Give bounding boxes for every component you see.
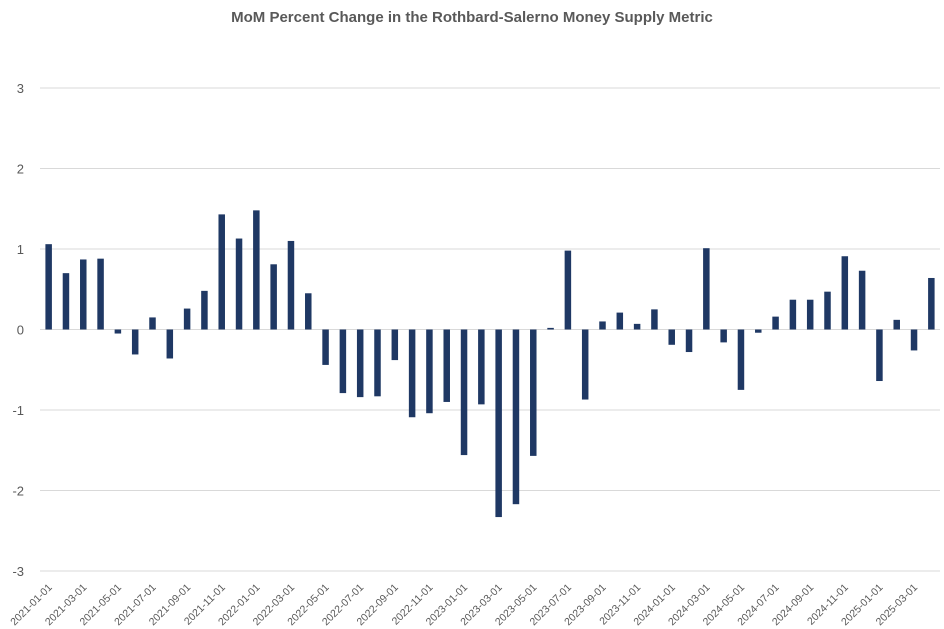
gridlines <box>40 87 940 572</box>
bar-2023-12-01 <box>651 309 658 330</box>
bar-2022-12-01 <box>443 329 450 402</box>
bar-2023-03-01 <box>495 329 502 518</box>
bar-2023-04-01 <box>512 329 520 505</box>
bar-2021-02-01 <box>62 273 70 330</box>
bar-2025-02-01 <box>893 319 900 330</box>
bar-2022-02-01 <box>270 264 277 330</box>
bar-2023-05-01 <box>530 329 537 456</box>
bar-2022-03-01 <box>287 240 295 330</box>
bar-2022-05-01 <box>322 329 329 365</box>
bar-2024-02-01 <box>685 329 693 353</box>
bar-2021-05-01 <box>114 329 122 334</box>
bar-2023-09-01 <box>599 321 606 330</box>
bar-2025-03-01 <box>910 329 918 351</box>
y-tick-label: 2 <box>17 162 24 177</box>
y-tick-label: 1 <box>17 242 24 257</box>
bar-2022-01-01 <box>253 210 260 330</box>
bar-2023-07-01 <box>564 250 572 330</box>
y-tick-label: -2 <box>12 484 24 499</box>
bar-2024-12-01 <box>858 270 866 330</box>
bar-2021-11-01 <box>218 214 225 330</box>
bar-2022-04-01 <box>305 293 312 330</box>
bar-2021-06-01 <box>131 329 139 355</box>
bar-2024-10-01 <box>824 291 831 330</box>
bar-2022-11-01 <box>426 329 433 414</box>
bar-2025-04-01 <box>928 277 935 330</box>
bars <box>45 210 935 518</box>
chart-title: MoM Percent Change in the Rothbard-Saler… <box>231 9 713 26</box>
bar-2021-03-01 <box>80 259 87 330</box>
bar-2024-07-01 <box>772 316 779 330</box>
bar-2021-08-01 <box>166 329 174 359</box>
bar-2024-05-01 <box>737 329 745 390</box>
bar-2024-09-01 <box>806 299 814 330</box>
bar-2022-10-01 <box>408 329 416 418</box>
bar-2024-01-01 <box>668 329 675 345</box>
bar-2024-11-01 <box>841 256 849 330</box>
bar-2021-10-01 <box>201 290 208 330</box>
y-tick-label: -3 <box>12 564 24 579</box>
bar-2023-08-01 <box>581 329 589 400</box>
bar-2022-09-01 <box>391 329 399 361</box>
y-axis-ticks: 3 2 1 0 -1 -2 -3 <box>12 81 24 579</box>
bar-2023-06-01 <box>547 327 554 330</box>
bar-2024-04-01 <box>720 329 727 343</box>
bar-2021-04-01 <box>97 258 104 330</box>
bar-2024-08-01 <box>789 299 797 330</box>
bar-2023-11-01 <box>633 323 641 330</box>
y-tick-label: 0 <box>17 323 24 338</box>
y-tick-label: 3 <box>17 81 24 96</box>
bar-2022-07-01 <box>356 329 364 398</box>
bar-2023-10-01 <box>616 312 624 330</box>
bar-2021-09-01 <box>183 308 191 330</box>
bar-2021-07-01 <box>149 317 156 330</box>
bar-2022-08-01 <box>374 329 381 397</box>
bar-2024-03-01 <box>703 248 710 330</box>
bar-2025-01-01 <box>876 329 883 382</box>
bar-2023-01-01 <box>460 329 468 456</box>
bar-2024-06-01 <box>755 329 762 333</box>
bar-2022-06-01 <box>339 329 347 394</box>
bar-2021-12-01 <box>235 238 243 330</box>
bar-2021-01-01 <box>45 244 52 330</box>
x-axis-ticks: 2021-01-012021-03-012021-05-012021-07-01… <box>8 582 920 629</box>
bar-2023-02-01 <box>478 329 485 405</box>
y-tick-label: -1 <box>12 403 24 418</box>
